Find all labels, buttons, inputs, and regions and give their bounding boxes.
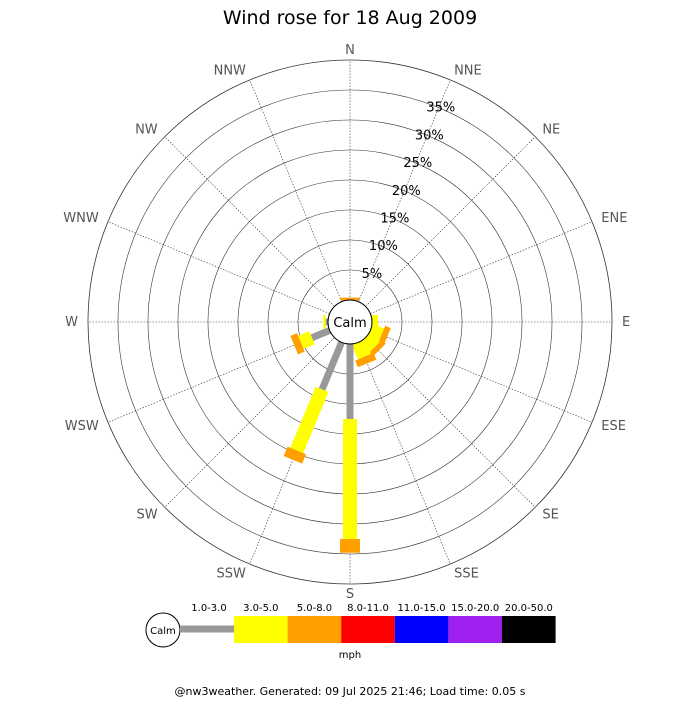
bar-ssw-bin-1	[318, 340, 345, 391]
direction-label-ne: NE	[542, 123, 560, 138]
footer-text: @nw3weather. Generated: 09 Jul 2025 21:4…	[175, 685, 526, 698]
legend-swatch-4	[341, 616, 395, 643]
calm-label: Calm	[333, 316, 366, 331]
spoke-wnw	[107, 221, 330, 314]
direction-label-wnw: WNW	[63, 211, 99, 226]
bar-ssw-bin-2	[290, 386, 329, 454]
spoke-nw	[164, 136, 335, 307]
legend-swatch-2	[234, 616, 288, 643]
ring-labels: 5% 10% 15% 20% 25% 30% 35%	[362, 101, 456, 282]
bar-sse-bin-3	[355, 352, 377, 368]
direction-label-ese: ESE	[601, 419, 626, 434]
bar-sse-bin-2	[351, 339, 371, 360]
legend-label-1: 1.0-3.0	[191, 603, 226, 614]
bar-wsw-bin-2	[298, 331, 315, 349]
direction-label-wsw: WSW	[65, 419, 99, 434]
legend-swatch-5	[394, 616, 449, 643]
direction-label-nw: NW	[135, 123, 158, 138]
ring-label-2: 10%	[369, 239, 398, 254]
legend-label-2: 3.0-5.0	[243, 603, 278, 614]
ring-label-3: 15%	[380, 212, 409, 227]
spoke-se	[365, 337, 536, 508]
spoke-nnw	[249, 79, 342, 302]
legend-label-7: 20.0-50.0	[505, 603, 553, 614]
bar-se-bin-3	[367, 339, 386, 358]
direction-label-w: W	[65, 315, 78, 330]
ring-label-4: 20%	[392, 184, 421, 199]
bar-wsw-bin-3	[290, 333, 305, 355]
direction-label-sse: SSE	[454, 566, 479, 581]
spoke-sw	[164, 337, 335, 508]
legend-swatch-6	[448, 616, 502, 643]
ring-label-6: 30%	[415, 128, 444, 143]
wind-bars	[283, 297, 391, 553]
direction-label-e: E	[622, 315, 630, 330]
legend-calm-label: Calm	[150, 626, 176, 637]
grid-ring-outer	[87, 59, 613, 585]
direction-label-nne: NNE	[454, 64, 482, 79]
legend-unit-label: mph	[339, 650, 361, 661]
direction-label-nnw: NNW	[214, 64, 246, 79]
bar-ese-bin-3	[377, 325, 391, 347]
calm-center: Calm	[327, 299, 373, 345]
direction-label-ene: ENE	[601, 211, 627, 226]
direction-label-s: S	[346, 587, 354, 602]
bar-wsw-bin-1	[310, 327, 332, 342]
spoke-nne	[358, 79, 451, 302]
legend-items: 1.0-3.0 3.0-5.0 5.0-8.0 8.0-11.0 11.0-15.0 15…	[180, 603, 556, 643]
legend-label-5: 11.0-15.0	[398, 603, 446, 614]
direction-label-n: N	[345, 43, 355, 58]
spoke-sse	[358, 342, 451, 565]
spoke-wsw	[107, 330, 330, 423]
ring-label-7: 35%	[426, 101, 455, 116]
spoke-ne	[365, 136, 536, 307]
legend-label-3: 5.0-8.0	[297, 603, 332, 614]
spoke-ese	[370, 330, 593, 423]
bar-se-bin-2	[360, 332, 380, 352]
spoke-ene	[370, 221, 593, 314]
ring-label-5: 25%	[403, 156, 432, 171]
calm-circle	[327, 299, 373, 345]
speed-legend: Calm 1.0-3.0 3.0-5.0 5.0-8.0 8.0-11.0 11.0-1…	[145, 603, 556, 661]
legend-label-6: 15.0-20.0	[451, 603, 499, 614]
direction-label-ssw: SSW	[217, 566, 247, 581]
chart-title: Wind rose for 18 Aug 2009	[223, 7, 477, 29]
legend-swatch-3	[287, 616, 342, 643]
legend-swatch-7	[502, 616, 556, 643]
direction-label-se: SE	[542, 507, 558, 522]
ring-label-1: 5%	[362, 267, 383, 282]
legend-label-4: 8.0-11.0	[347, 603, 389, 614]
direction-labels: N NNE NE ENE E ESE SE SSE S SSW SW WSW W WNW NW NNW	[63, 43, 630, 602]
direction-label-sw: SW	[137, 507, 158, 522]
bar-ese-bin-2	[367, 323, 385, 342]
bar-ssw-bin-3	[283, 446, 307, 464]
